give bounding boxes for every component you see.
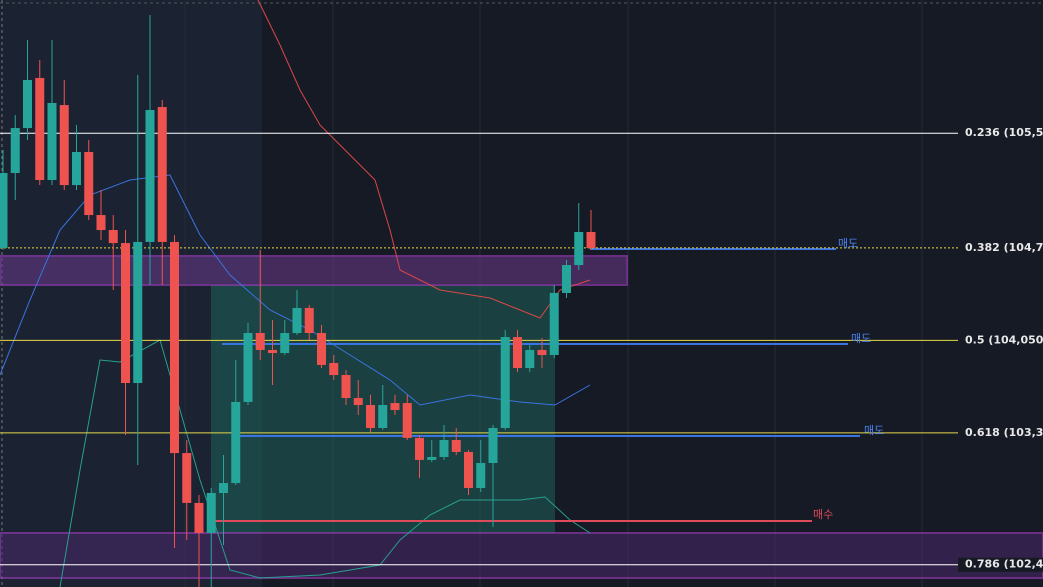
lower-band (59, 339, 591, 587)
candle-body (549, 292, 559, 356)
candle-body (537, 349, 547, 356)
candle-body (145, 109, 155, 242)
candle-body (341, 375, 351, 399)
label-bg (958, 557, 1043, 572)
candle-body (402, 403, 412, 438)
annotation: 매도 (864, 424, 884, 437)
candle-body (0, 173, 8, 248)
candle-body (390, 403, 400, 411)
annotation: 매수 (813, 508, 833, 521)
candle-body (329, 362, 339, 376)
candle-body (10, 128, 20, 174)
candle-body (231, 401, 241, 484)
candle-body (513, 337, 522, 369)
candle-body (280, 333, 290, 354)
fib-label: 0.5 (104,050 (965, 333, 1043, 346)
label-bg (958, 425, 1043, 440)
candle-body (96, 215, 106, 231)
label-bg (958, 333, 1043, 348)
fib-label: 0.618 (103,390 (965, 426, 1043, 439)
candle-body (451, 440, 461, 452)
candle-body (108, 230, 118, 244)
candle-body (317, 333, 326, 365)
candle-body (194, 502, 204, 533)
candle-body (243, 333, 253, 402)
candle-body (500, 337, 510, 428)
candle-body (366, 405, 375, 428)
fib-label: 0.382 (104,711 (965, 241, 1043, 254)
candle-body (59, 105, 69, 186)
fib-label: 0.236 (105,529 (965, 126, 1043, 139)
middle-band (0, 174, 591, 406)
candle-body (121, 243, 130, 384)
zone (0, 532, 1043, 579)
candle-body (488, 427, 498, 464)
candle-body (72, 152, 81, 186)
candle-body (268, 349, 277, 354)
candle-body (574, 231, 584, 266)
candle-body (562, 265, 571, 293)
candle-body (35, 78, 45, 181)
candle-body (157, 107, 167, 242)
candle-body (586, 231, 596, 248)
annotation: 매도 (851, 332, 871, 345)
candle-body (304, 307, 314, 334)
fib-levels: 0.236 (105,529 0.382 (104,711 0.5 (104,050… (0, 126, 1043, 572)
candle-body (206, 492, 216, 533)
candle-body (182, 453, 192, 503)
candle-body (47, 102, 57, 181)
candle-body (84, 152, 94, 216)
candle-body (292, 307, 302, 334)
label-bg (958, 126, 1043, 141)
annotation: 매도 (838, 237, 858, 250)
zone (0, 255, 628, 286)
candle-body (353, 398, 363, 406)
candles (0, 14, 596, 587)
candle-body (439, 440, 449, 457)
fib-label: 0.786 (102,449 (965, 558, 1043, 571)
grid (184, 0, 923, 587)
candle-body (378, 405, 388, 428)
candle-body (23, 79, 32, 129)
candle-body (427, 456, 437, 460)
candle-body (255, 333, 265, 350)
label-bg (958, 240, 1043, 255)
candle-body (415, 437, 424, 460)
candle-body (219, 483, 228, 493)
candle-body (170, 241, 179, 454)
candle-body (525, 349, 535, 369)
upper-band (257, 0, 591, 319)
candle-body (476, 463, 486, 488)
candle-body (133, 241, 143, 384)
candle-body (464, 451, 473, 488)
